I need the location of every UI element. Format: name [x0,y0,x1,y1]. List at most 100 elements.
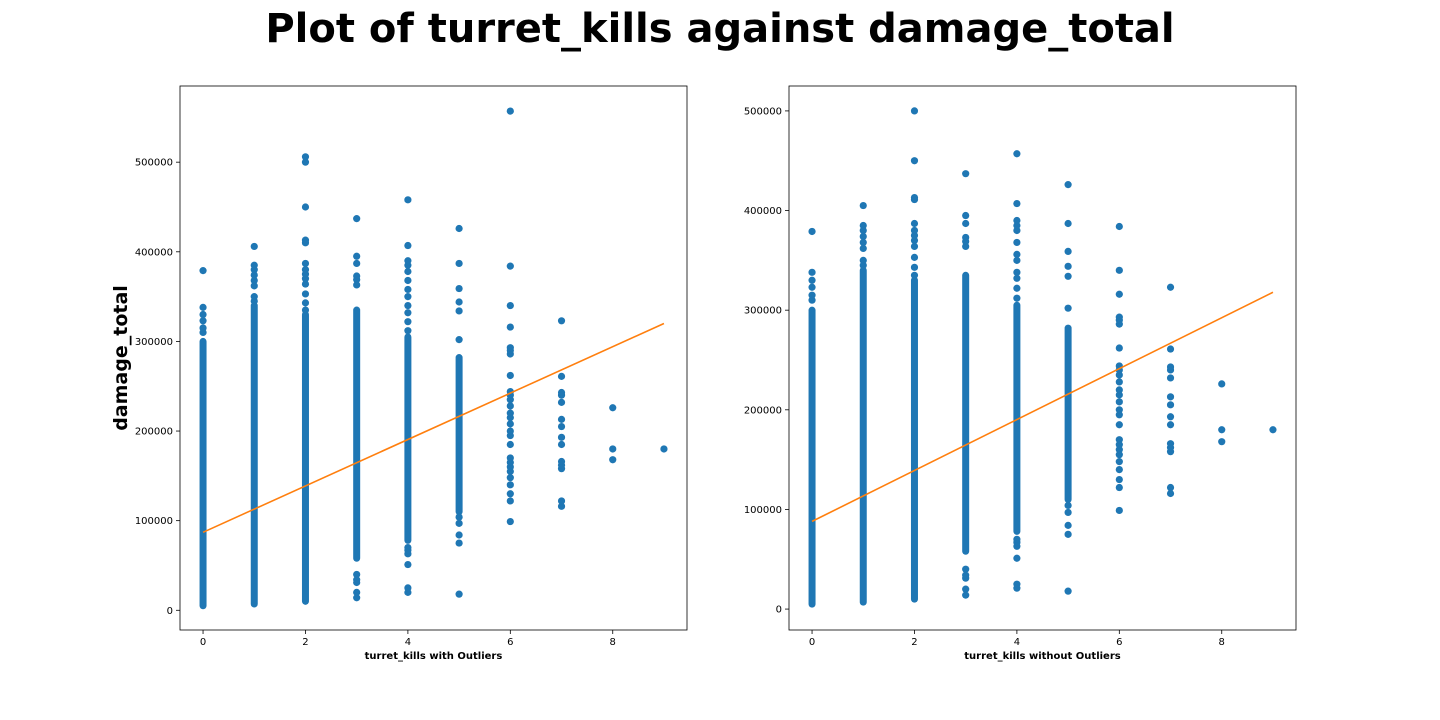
data-point [910,193,919,202]
data-point [910,236,919,245]
data-point [1115,386,1123,394]
data-point [1115,391,1123,399]
data-point [301,158,310,166]
dense-point-band [1013,301,1021,535]
figure-title: Plot of turret_kills against damage_tota… [265,6,1175,52]
data-point [1115,398,1123,406]
data-point [962,585,970,593]
data-point [404,267,412,276]
data-point [557,457,566,466]
data-point [1166,345,1175,353]
data-point [455,284,463,293]
data-point [506,481,514,489]
data-point [1013,221,1021,230]
data-point [301,280,310,288]
data-point [1115,465,1123,474]
data-point [910,253,919,261]
y-tick-label: 200000 [135,427,173,438]
data-point [1115,266,1123,274]
data-point [1218,438,1226,446]
data-point [199,317,207,325]
x-tick-label: 6 [1116,637,1122,648]
data-point [506,262,514,270]
data-point [301,153,310,161]
point-column-x0 [808,227,816,608]
data-point [250,282,258,290]
data-point [1013,256,1021,264]
point-column-x7 [557,317,566,510]
data-point [1064,247,1072,255]
data-point [557,433,566,441]
data-point [1064,530,1072,538]
data-point [353,570,361,579]
x-tick-label: 0 [200,637,206,648]
data-point [199,303,207,311]
data-point [557,422,566,431]
data-point [1013,580,1021,588]
data-point [609,404,617,412]
x-tick-label: 4 [1014,637,1020,648]
data-point [506,497,514,505]
dense-point-band [859,266,867,606]
point-column-x2 [301,153,310,605]
data-point [353,576,361,584]
point-column-x9 [660,445,668,453]
data-point [1013,199,1021,208]
y-tick-label: 200000 [744,405,782,416]
y-tick-label: 300000 [744,306,782,317]
fit-line [202,322,665,534]
data-point [404,309,412,317]
data-point [557,398,566,406]
data-point [1013,294,1021,302]
data-point [250,242,258,251]
data-point [506,107,514,115]
data-point [404,285,412,294]
point-column-x1 [859,201,867,606]
data-point [557,372,566,380]
data-point [455,298,463,306]
data-point [1013,250,1021,258]
point-column-x5 [455,224,463,598]
data-point [404,293,412,301]
data-point [301,203,310,211]
data-point [808,276,816,284]
data-point [962,211,970,220]
data-point [1115,371,1123,379]
x-axis-label: turret_kills without Outliers [964,651,1120,662]
data-point [506,454,514,462]
data-point [353,259,361,268]
data-point [506,344,514,352]
data-point [808,296,816,304]
y-tick-label: 400000 [744,206,782,217]
y-tick-label: 500000 [744,106,782,117]
data-point [1115,458,1123,466]
data-point [660,445,668,453]
data-point [962,242,970,251]
data-point [506,301,514,310]
data-point [1013,216,1021,225]
data-point [859,201,867,210]
data-point [859,232,867,241]
data-point [557,388,566,397]
data-point [1064,262,1072,270]
dense-point-band [455,354,463,516]
data-point [1166,489,1175,498]
data-point [404,241,412,250]
data-point [557,497,566,505]
left-scatter-chart: 0 2 4 6 8 0 100000 200000 300000 400000 500000 turr… [110,85,688,662]
data-point [859,244,867,253]
point-column-x3 [962,170,970,599]
data-point [808,268,816,276]
data-point [859,238,867,247]
data-point [1115,451,1123,459]
data-point [404,257,412,265]
data-point [1166,283,1175,291]
data-point [1166,374,1175,382]
data-point [1115,378,1123,386]
data-point [455,307,463,315]
data-point [301,299,310,307]
data-point [910,271,919,279]
data-point [301,266,310,274]
data-point [250,293,258,301]
fit-line [811,291,1274,523]
